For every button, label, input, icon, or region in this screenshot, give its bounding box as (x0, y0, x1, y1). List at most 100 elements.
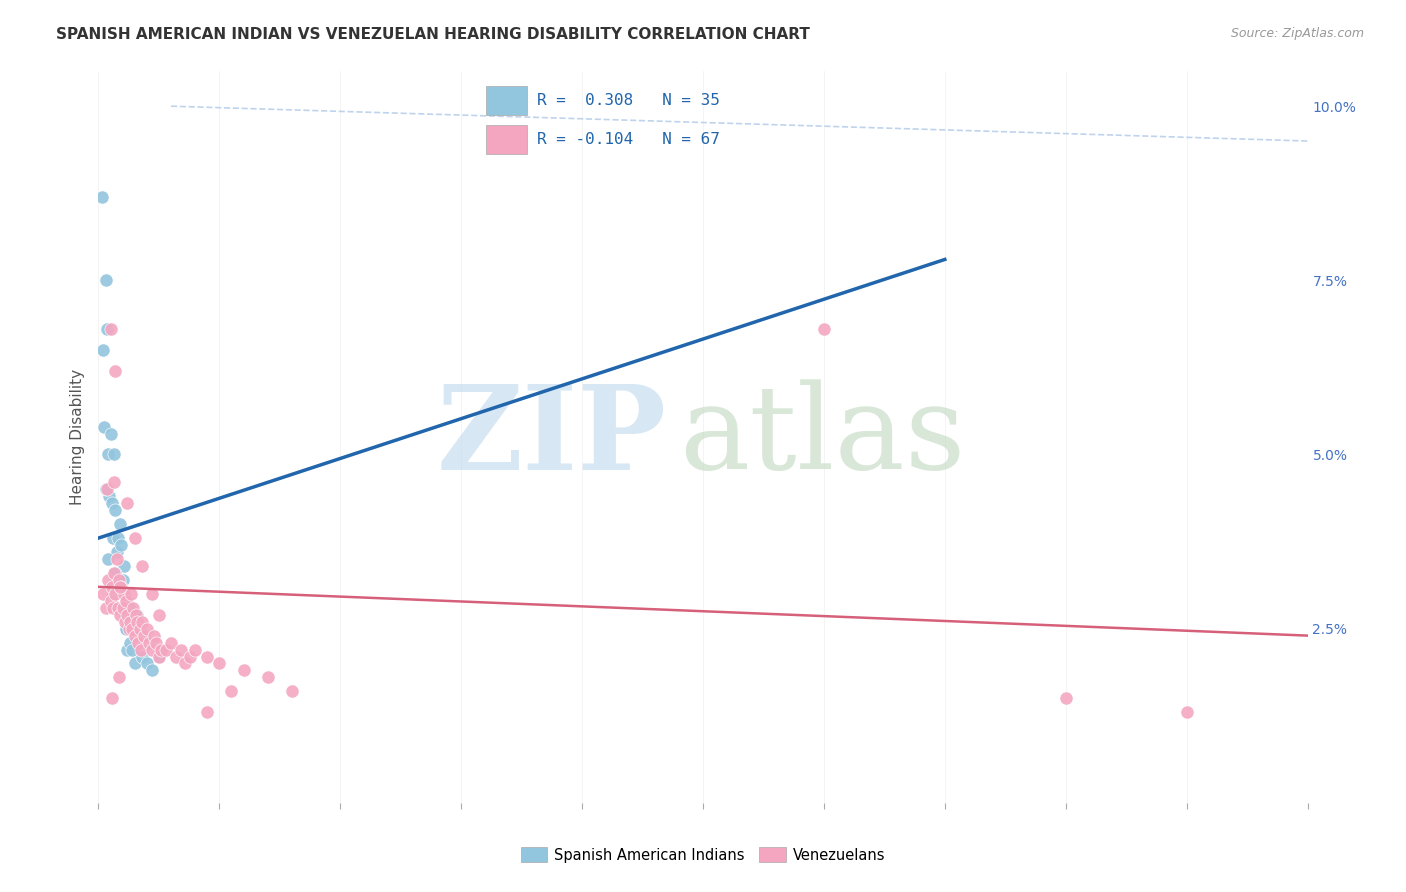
Point (100, 322, 122, 336)
Point (103, 566, 125, 580)
Point (150, 642, 173, 657)
Point (118, 622, 141, 636)
Point (96, 322, 118, 336)
Point (127, 615, 149, 629)
Y-axis label: Hearing Disability: Hearing Disability (69, 369, 84, 505)
Point (143, 629, 166, 643)
Point (108, 607, 131, 622)
Point (160, 635, 183, 649)
Point (148, 649, 170, 664)
Point (117, 642, 139, 657)
Point (108, 580, 131, 594)
Point (124, 531, 146, 545)
Point (128, 622, 150, 636)
Point (124, 657, 146, 671)
Point (127, 635, 149, 649)
Point (96, 483, 118, 497)
Point (129, 642, 152, 657)
Point (91, 587, 114, 601)
Point (195, 705, 218, 719)
Point (120, 587, 142, 601)
Text: atlas: atlas (679, 380, 965, 494)
Point (121, 622, 143, 636)
Point (118, 600, 141, 615)
Point (108, 670, 131, 684)
Point (104, 587, 127, 601)
Point (111, 600, 134, 615)
Point (134, 629, 156, 643)
Point (107, 600, 129, 615)
Point (103, 448, 125, 462)
Point (124, 629, 146, 643)
Point (100, 691, 122, 706)
Point (145, 635, 167, 649)
Point (141, 642, 163, 657)
Point (94, 483, 117, 497)
Point (165, 649, 187, 664)
Point (184, 642, 207, 657)
Point (1054, 691, 1077, 706)
Point (100, 594, 122, 608)
Text: Source: ZipAtlas.com: Source: ZipAtlas.com (1230, 27, 1364, 40)
Text: ZIP: ZIP (437, 380, 666, 494)
Point (148, 607, 170, 622)
Point (100, 580, 122, 594)
Point (114, 615, 136, 629)
Point (117, 496, 139, 510)
Point (91, 343, 114, 357)
Point (93, 419, 115, 434)
Point (118, 615, 141, 629)
Point (108, 573, 131, 587)
Point (232, 664, 254, 678)
Point (121, 642, 143, 657)
Point (195, 649, 218, 664)
Point (135, 622, 157, 636)
Point (112, 558, 135, 573)
Point (97, 448, 120, 462)
Point (104, 503, 127, 517)
Point (127, 607, 149, 622)
Point (112, 587, 135, 601)
Point (94, 600, 117, 615)
Point (105, 545, 128, 559)
Point (141, 664, 163, 678)
Point (94, 273, 117, 287)
Point (107, 531, 129, 545)
Point (104, 566, 127, 580)
Point (98, 489, 121, 503)
Point (110, 580, 132, 594)
Point (281, 684, 304, 698)
Point (104, 364, 127, 378)
Point (118, 635, 141, 649)
Point (101, 531, 124, 545)
Point (813, 322, 835, 336)
Point (110, 538, 132, 552)
Point (115, 622, 138, 636)
Point (100, 496, 122, 510)
Point (125, 607, 148, 622)
Point (122, 600, 145, 615)
Point (169, 642, 191, 657)
Point (174, 657, 197, 671)
Point (115, 594, 138, 608)
Point (141, 587, 163, 601)
Point (179, 649, 201, 664)
Point (108, 517, 131, 532)
Point (256, 670, 278, 684)
Point (101, 587, 124, 601)
Point (135, 657, 157, 671)
Point (91, 190, 114, 204)
Text: SPANISH AMERICAN INDIAN VS VENEZUELAN HEARING DISABILITY CORRELATION CHART: SPANISH AMERICAN INDIAN VS VENEZUELAN HE… (56, 27, 810, 42)
Point (131, 558, 153, 573)
Point (108, 573, 131, 587)
Legend: Spanish American Indians, Venezuelans: Spanish American Indians, Venezuelans (515, 841, 891, 869)
Point (97, 552, 120, 566)
Point (100, 426, 122, 441)
Point (221, 684, 243, 698)
Point (155, 642, 177, 657)
Point (114, 607, 136, 622)
Point (97, 573, 120, 587)
Point (103, 475, 125, 490)
Point (105, 552, 128, 566)
Point (138, 635, 160, 649)
